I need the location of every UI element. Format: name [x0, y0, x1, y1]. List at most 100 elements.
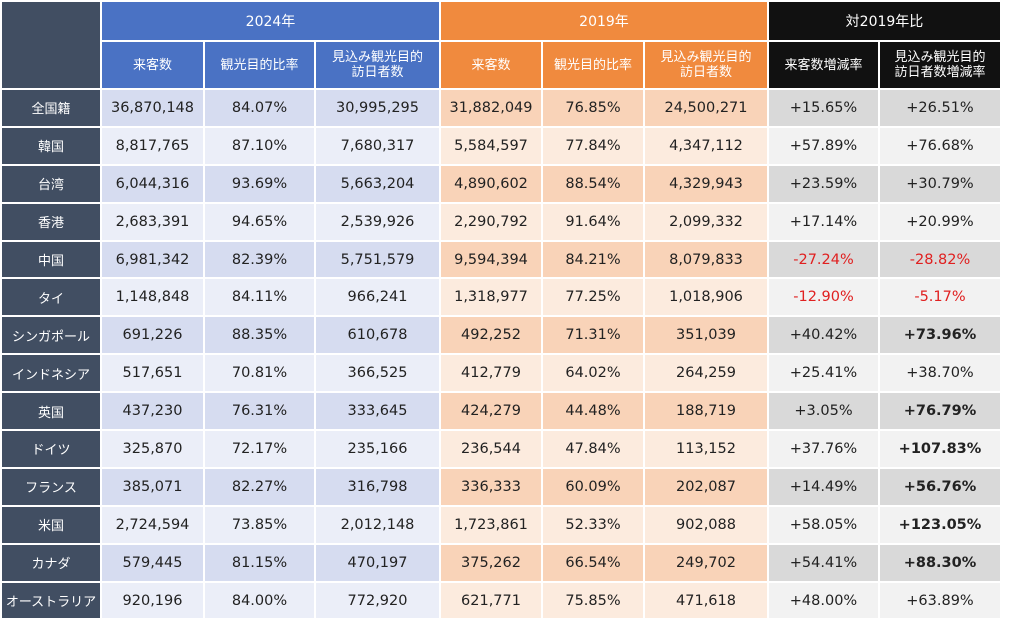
- cell-visitor-change: +54.41%: [769, 544, 878, 581]
- table-row: ドイツ 325,870 72.17% 235,166 236,544 47.84% 113,…: [2, 431, 1000, 467]
- cell-ratio-2024: 84.07%: [205, 90, 314, 126]
- cell-row-label: ドイツ: [2, 431, 100, 467]
- cell-tourists-2024: 5,751,579: [316, 241, 439, 278]
- cell-visitors-2024: 579,445: [102, 544, 203, 581]
- table-row: カナダ 579,445 81.15% 470,197 375,262 66.54% 249,…: [2, 544, 1000, 581]
- cell-tourists-2019: 8,079,833: [645, 241, 767, 278]
- cell-ratio-2019: 71.31%: [543, 317, 643, 354]
- table-row: 英国 437,230 76.31% 333,645 424,279 44.48% 188,7…: [2, 393, 1000, 430]
- cell-visitor-change: +25.41%: [769, 355, 878, 392]
- cell-visitor-change: +14.49%: [769, 468, 878, 505]
- cell-row-label: 米国: [2, 506, 100, 543]
- cell-tourists-2024: 30,995,295: [316, 90, 439, 126]
- cell-ratio-2024: 87.10%: [205, 127, 314, 164]
- cell-visitors-2024: 6,981,342: [102, 241, 203, 278]
- cell-row-label: 中国: [2, 241, 100, 278]
- cell-tourist-change: +123.05%: [880, 506, 1000, 543]
- table-row: インドネシア 517,651 70.81% 366,525 412,779 64.02% 2…: [2, 355, 1000, 392]
- cell-ratio-2019: 60.09%: [543, 468, 643, 505]
- cell-visitor-change: +23.59%: [769, 165, 878, 202]
- table-row: 中国 6,981,342 82.39% 5,751,579 9,594,394 84.21…: [2, 241, 1000, 278]
- cell-tourists-2019: 249,702: [645, 544, 767, 581]
- cell-ratio-2024: 81.15%: [205, 544, 314, 581]
- cell-row-label: カナダ: [2, 544, 100, 581]
- cell-tourists-2024: 966,241: [316, 279, 439, 316]
- cell-visitor-change: +17.14%: [769, 203, 878, 240]
- cell-tourists-2019: 4,329,943: [645, 165, 767, 202]
- cell-tourist-change: +88.30%: [880, 544, 1000, 581]
- cell-visitors-2019: 236,544: [441, 431, 541, 467]
- cell-tourist-change: +73.96%: [880, 317, 1000, 354]
- cell-visitors-2019: 336,333: [441, 468, 541, 505]
- cell-visitor-change: +48.00%: [769, 582, 878, 619]
- cell-ratio-2024: 84.11%: [205, 279, 314, 316]
- cell-visitor-change: +40.42%: [769, 317, 878, 354]
- cell-tourists-2024: 235,166: [316, 431, 439, 467]
- col-header-visitors-2019: 来客数: [441, 42, 541, 88]
- cell-tourists-2019: 188,719: [645, 393, 767, 430]
- cell-tourist-change: +26.51%: [880, 90, 1000, 126]
- cell-visitors-2019: 621,771: [441, 582, 541, 619]
- cell-tourists-2019: 4,347,112: [645, 127, 767, 164]
- cell-ratio-2024: 93.69%: [205, 165, 314, 202]
- cell-visitors-2024: 6,044,316: [102, 165, 203, 202]
- cell-tourists-2024: 610,678: [316, 317, 439, 354]
- cell-tourists-2024: 366,525: [316, 355, 439, 392]
- cell-row-label: フランス: [2, 468, 100, 505]
- cell-ratio-2019: 44.48%: [543, 393, 643, 430]
- cell-visitors-2024: 385,071: [102, 468, 203, 505]
- table-row: オーストラリア 920,196 84.00% 772,920 621,771 75.85%…: [2, 582, 1000, 619]
- cell-tourist-change: +20.99%: [880, 203, 1000, 240]
- cell-visitor-change: +3.05%: [769, 393, 878, 430]
- cell-ratio-2024: 72.17%: [205, 431, 314, 467]
- group-header-compare: 対2019年比: [769, 2, 1000, 40]
- visitor-comparison-table: 2024年 2019年 対2019年比 来客数 観光目的比率 見込み観光目的 訪日…: [2, 2, 1000, 619]
- cell-row-label: 英国: [2, 393, 100, 430]
- cell-tourist-change: +30.79%: [880, 165, 1000, 202]
- table-row: フランス 385,071 82.27% 316,798 336,333 60.09% 202…: [2, 468, 1000, 505]
- cell-visitors-2019: 412,779: [441, 355, 541, 392]
- cell-tourists-2019: 264,259: [645, 355, 767, 392]
- col-header-tourists-2019: 見込み観光目的 訪日者数: [645, 42, 767, 88]
- cell-visitors-2024: 691,226: [102, 317, 203, 354]
- cell-visitors-2024: 517,651: [102, 355, 203, 392]
- cell-ratio-2024: 70.81%: [205, 355, 314, 392]
- cell-visitor-change: -12.90%: [769, 279, 878, 316]
- cell-tourist-change: +38.70%: [880, 355, 1000, 392]
- cell-tourists-2024: 5,663,204: [316, 165, 439, 202]
- cell-tourists-2024: 333,645: [316, 393, 439, 430]
- cell-tourist-change: +107.83%: [880, 431, 1000, 467]
- cell-visitors-2019: 1,723,861: [441, 506, 541, 543]
- cell-tourists-2024: 772,920: [316, 582, 439, 619]
- cell-visitors-2024: 1,148,848: [102, 279, 203, 316]
- cell-visitors-2019: 424,279: [441, 393, 541, 430]
- cell-visitors-2019: 9,594,394: [441, 241, 541, 278]
- cell-ratio-2024: 82.27%: [205, 468, 314, 505]
- table-row: 韓国 8,817,765 87.10% 7,680,317 5,584,597 77.84…: [2, 127, 1000, 164]
- cell-tourist-change: +56.76%: [880, 468, 1000, 505]
- col-header-visitors-2024: 来客数: [102, 42, 203, 88]
- cell-tourist-change: +76.79%: [880, 393, 1000, 430]
- cell-ratio-2019: 66.54%: [543, 544, 643, 581]
- cell-visitor-change: -27.24%: [769, 241, 878, 278]
- cell-ratio-2024: 82.39%: [205, 241, 314, 278]
- table-row: シンガポール 691,226 88.35% 610,678 492,252 71.31% 3…: [2, 317, 1000, 354]
- cell-ratio-2019: 52.33%: [543, 506, 643, 543]
- cell-ratio-2019: 47.84%: [543, 431, 643, 467]
- cell-tourist-change: +76.68%: [880, 127, 1000, 164]
- cell-ratio-2019: 75.85%: [543, 582, 643, 619]
- cell-visitors-2024: 36,870,148: [102, 90, 203, 126]
- cell-visitors-2024: 2,724,594: [102, 506, 203, 543]
- cell-tourist-change: +63.89%: [880, 582, 1000, 619]
- cell-tourists-2019: 202,087: [645, 468, 767, 505]
- cell-ratio-2019: 76.85%: [543, 90, 643, 126]
- cell-visitors-2019: 2,290,792: [441, 203, 541, 240]
- cell-ratio-2024: 73.85%: [205, 506, 314, 543]
- cell-tourists-2019: 902,088: [645, 506, 767, 543]
- table-row: 香港 2,683,391 94.65% 2,539,926 2,290,792 91.64…: [2, 203, 1000, 240]
- cell-visitors-2019: 1,318,977: [441, 279, 541, 316]
- col-header-ratio-2024: 観光目的比率: [205, 42, 314, 88]
- cell-ratio-2019: 77.25%: [543, 279, 643, 316]
- corner-cell: [2, 2, 100, 88]
- cell-visitor-change: +57.89%: [769, 127, 878, 164]
